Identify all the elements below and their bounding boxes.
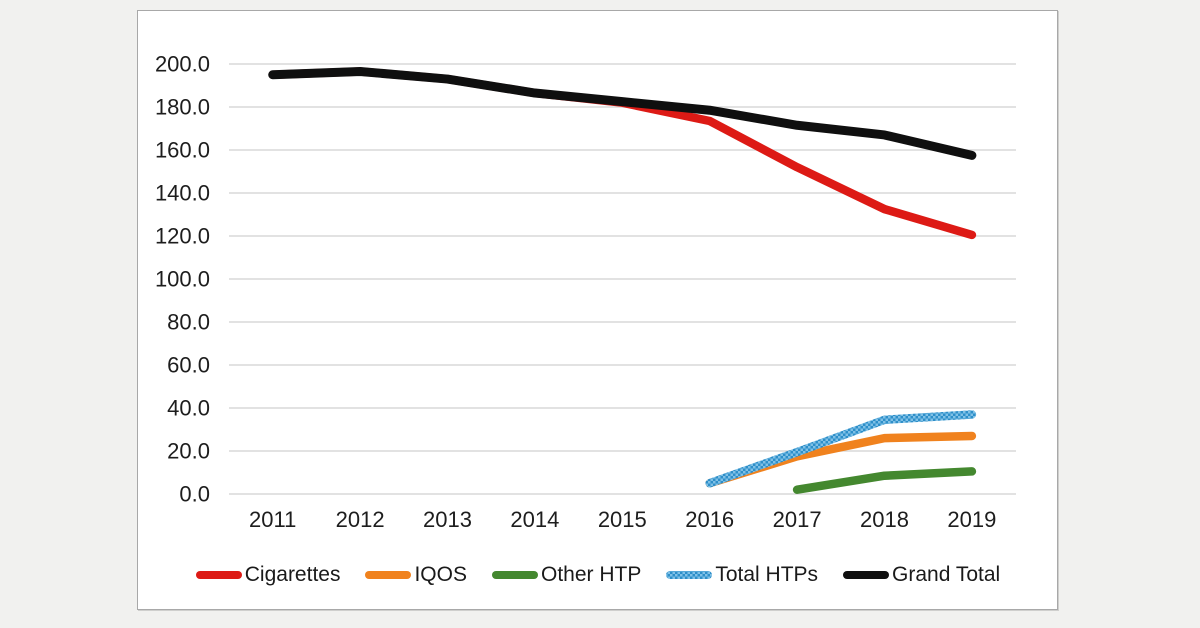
legend-swatch-cigarettes-icon (195, 571, 242, 579)
legend-item-grand-total: Grand Total (842, 563, 1000, 587)
legend-swatch-other-htp-icon (491, 571, 538, 579)
series-line-grand-total (268, 67, 977, 160)
y-tick-label: 200.0 (155, 52, 210, 77)
x-tick-label: 2012 (336, 507, 385, 532)
y-tick-label: 60.0 (167, 353, 210, 378)
line-chart: 0.0 20.0 40.0 60.0 80.0 100.0 120.0 140.0 160.0 1… (155, 52, 1016, 532)
y-tick-label: 100.0 (155, 267, 210, 292)
legend-item-cigarettes: Cigarettes (195, 563, 341, 587)
legend-label-total-htps: Total HTPs (715, 563, 819, 586)
y-tick-label: 80.0 (167, 310, 210, 335)
legend-swatch-total-htps-icon (666, 571, 713, 579)
legend-swatch-grand-total-icon (843, 571, 890, 579)
legend-label-iqos: IQOS (414, 563, 467, 586)
y-tick-label: 20.0 (167, 439, 210, 464)
legend-item-other-htp: Other HTP (491, 563, 641, 587)
legend-label-other-htp: Other HTP (540, 563, 642, 586)
y-tick-label: 120.0 (155, 224, 210, 249)
legend-label-cigarettes: Cigarettes (244, 563, 341, 586)
x-axis-labels: 2011 2012 2013 2014 2015 2016 2017 2018 2019 (249, 507, 996, 532)
legend-item-total-htps: Total HTPs (665, 563, 818, 587)
legend-item-iqos: IQOS (364, 563, 467, 587)
y-tick-label: 160.0 (155, 138, 210, 163)
x-tick-label: 2016 (685, 507, 734, 532)
legend-swatch-iqos-icon (365, 571, 412, 579)
y-tick-label: 180.0 (155, 95, 210, 120)
x-tick-label: 2019 (947, 507, 996, 532)
gridlines (229, 63, 1016, 495)
legend: Cigarettes IQOS Other HTP Total HTPs Gra… (138, 563, 1057, 587)
series-line-total-htps (705, 410, 977, 488)
y-tick-label: 40.0 (167, 396, 210, 421)
y-axis-labels: 0.0 20.0 40.0 60.0 80.0 100.0 120.0 140.0 160.0 1… (155, 52, 210, 507)
y-tick-label: 0.0 (179, 482, 210, 507)
series-line-other-htp (792, 467, 977, 494)
series-line-cigarettes (268, 67, 977, 240)
chart-panel: 0.0 20.0 40.0 60.0 80.0 100.0 120.0 140.0 160.0 1… (137, 10, 1058, 610)
legend-label-grand-total: Grand Total (892, 563, 1001, 586)
x-tick-label: 2013 (423, 507, 472, 532)
x-tick-label: 2015 (598, 507, 647, 532)
x-tick-label: 2017 (773, 507, 822, 532)
series-lines (268, 67, 977, 494)
y-tick-label: 140.0 (155, 181, 210, 206)
x-tick-label: 2018 (860, 507, 909, 532)
x-tick-label: 2014 (510, 507, 559, 532)
x-tick-label: 2011 (249, 507, 296, 532)
